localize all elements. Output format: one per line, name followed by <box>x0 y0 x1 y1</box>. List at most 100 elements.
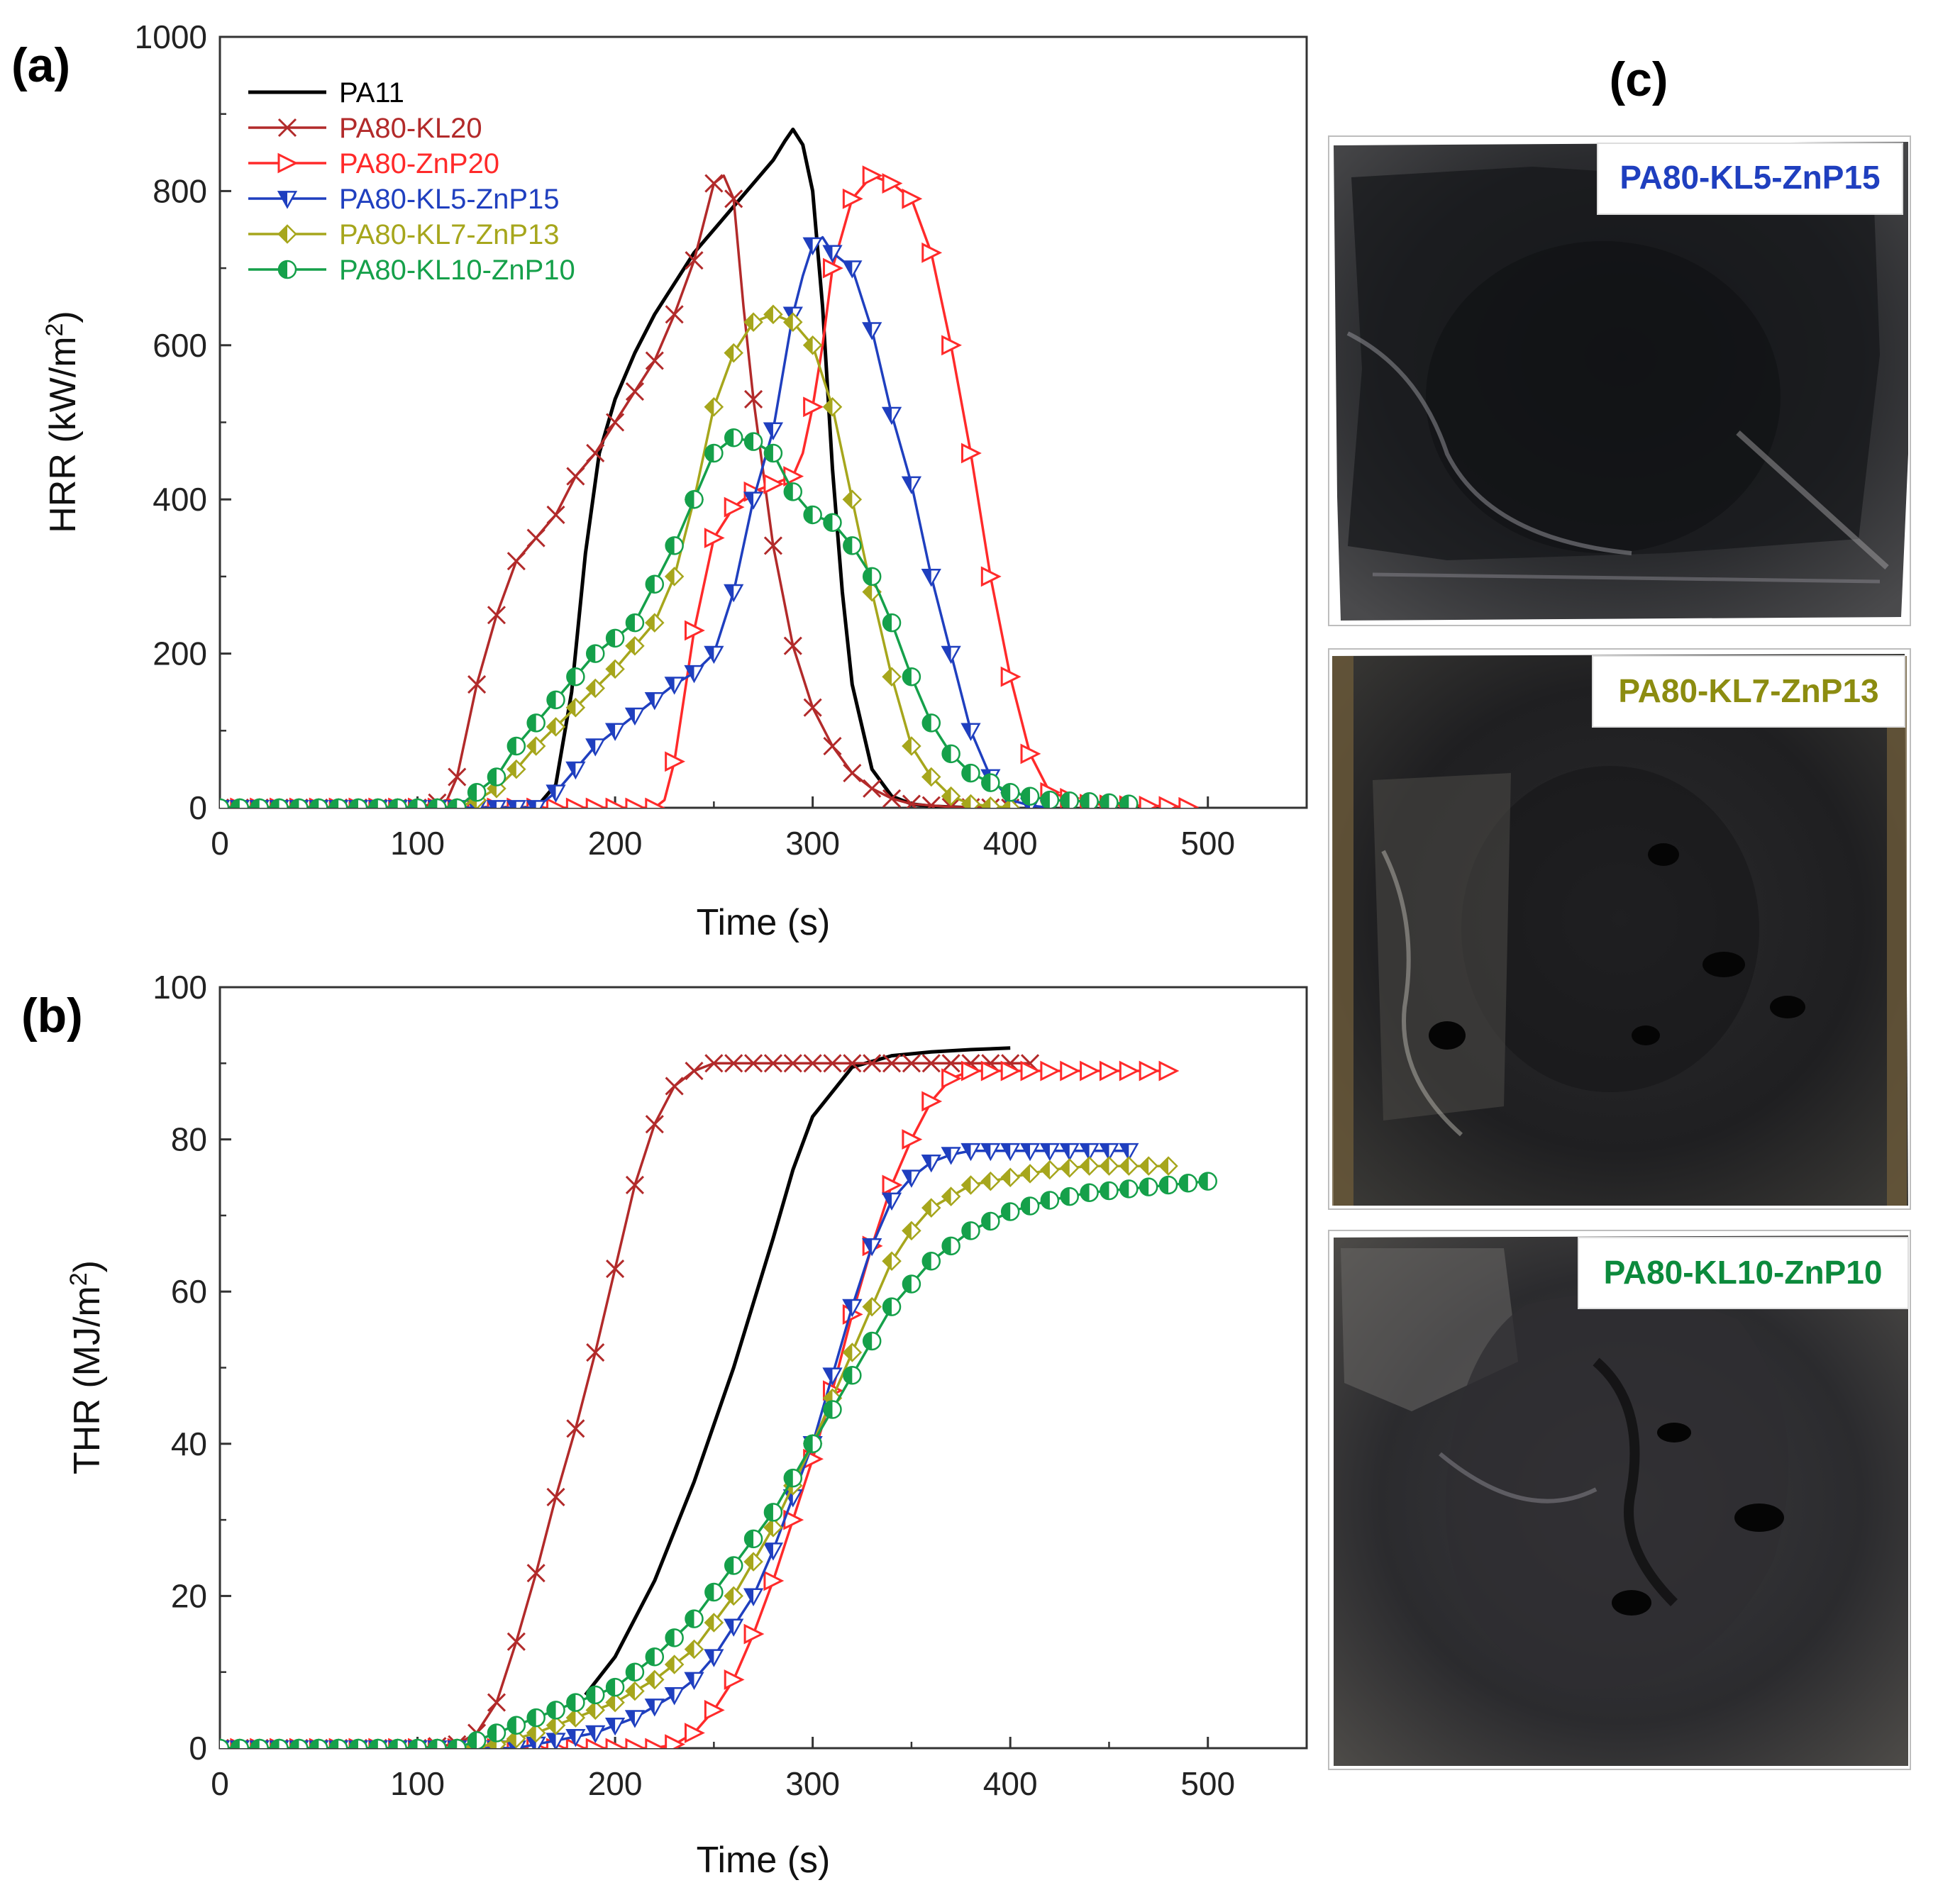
data-point-marker <box>644 1699 665 1717</box>
data-point-marker <box>546 797 567 808</box>
data-point-marker <box>645 1115 664 1134</box>
data-point-marker <box>388 798 407 808</box>
data-point-marker <box>585 738 606 757</box>
data-point-marker <box>220 798 230 808</box>
data-point-marker <box>585 1685 605 1705</box>
series-pa11-b <box>584 1046 1011 1696</box>
data-point-marker <box>664 1687 685 1706</box>
photo-label-2: PA80-KL7-ZnP13 <box>1618 672 1878 709</box>
data-point-marker <box>1020 1196 1040 1216</box>
data-point-marker <box>624 707 646 726</box>
data-point-marker <box>1000 1202 1020 1221</box>
data-point-marker <box>665 305 684 324</box>
legend-label: PA80-ZnP20 <box>339 148 499 179</box>
data-point-marker <box>724 428 743 448</box>
data-point-marker <box>645 1738 666 1748</box>
data-point-marker <box>220 1738 230 1748</box>
data-point-marker <box>783 636 802 655</box>
data-point-marker <box>448 767 467 786</box>
data-point-marker <box>803 1054 822 1073</box>
data-point-marker <box>862 567 882 587</box>
data-point-marker <box>881 1192 902 1211</box>
legend-label: PA80-KL7-ZnP13 <box>339 219 560 250</box>
data-point-marker <box>328 798 348 808</box>
data-point-marker <box>1000 798 1020 808</box>
legend-label: PA80-KL5-ZnP15 <box>339 184 560 215</box>
data-point-marker <box>802 237 823 256</box>
data-point-marker <box>1119 1060 1140 1082</box>
data-point-marker <box>862 165 883 187</box>
data-point-marker <box>704 645 724 665</box>
data-point-marker <box>763 422 784 440</box>
data-point-marker <box>506 759 526 779</box>
data-point-marker <box>368 1738 388 1748</box>
data-point-marker <box>685 1061 704 1081</box>
data-point-marker <box>862 1296 882 1317</box>
series-pa11-a <box>220 127 1011 808</box>
x-tick-label: 300 <box>785 1765 840 1802</box>
data-point-marker <box>882 173 903 194</box>
data-point-marker <box>981 1211 1000 1231</box>
data-point-marker <box>1020 743 1041 765</box>
y-tick-label: 20 <box>171 1577 207 1614</box>
data-point-marker <box>902 1129 923 1150</box>
data-point-marker <box>309 1738 328 1748</box>
data-point-marker <box>230 1738 250 1748</box>
data-point-marker <box>901 476 922 495</box>
data-point-marker <box>605 628 625 648</box>
data-point-marker <box>685 251 704 270</box>
x-tick-label: 200 <box>588 825 643 862</box>
data-point-marker <box>487 606 506 625</box>
legend-item-pa80-kl20: PA80-KL20 <box>248 113 482 144</box>
data-point-marker <box>842 1299 863 1318</box>
data-point-marker <box>743 312 763 332</box>
data-point-marker <box>862 322 882 340</box>
data-point-marker <box>506 736 526 756</box>
data-point-marker <box>921 713 941 733</box>
data-point-marker <box>625 1738 646 1748</box>
x-axis-title-a: Time (s) <box>697 902 831 943</box>
data-point-marker <box>487 1693 506 1712</box>
data-point-marker <box>763 536 782 555</box>
data-point-marker <box>743 1588 764 1606</box>
data-point-marker <box>368 798 388 808</box>
legend-item-pa80-kl10-znp10: PA80-KL10-ZnP10 <box>248 255 575 286</box>
photo-label-3: PA80-KL10-ZnP10 <box>1604 1254 1883 1291</box>
data-point-marker <box>783 1054 802 1073</box>
data-point-marker <box>565 697 586 718</box>
data-point-marker <box>506 1716 526 1735</box>
y-tick-label: 200 <box>153 635 207 672</box>
legend-a: PA11 PA80-KL20 PA80-ZnP20 PA80-KL5-ZnP15 PA8… <box>248 77 575 286</box>
x-tick-label: 400 <box>983 825 1038 862</box>
data-point-marker <box>960 723 981 741</box>
data-point-marker <box>823 736 842 756</box>
data-point-marker <box>1158 1156 1178 1176</box>
data-point-marker <box>980 566 1002 587</box>
data-point-marker <box>546 784 566 803</box>
data-point-marker <box>941 1068 962 1089</box>
data-point-marker <box>506 552 526 571</box>
data-point-marker <box>724 343 743 363</box>
data-point-marker <box>980 796 1001 808</box>
legend-item-pa80-kl5-znp15: PA80-KL5-ZnP15 <box>248 184 560 215</box>
data-point-marker <box>645 797 666 808</box>
data-point-marker <box>665 1077 684 1096</box>
data-point-marker <box>960 1175 981 1195</box>
axis-ticks-a: 0 100 200 300 400 500 0 200 400 600 800 1000 <box>135 18 1235 862</box>
data-point-marker <box>467 783 487 802</box>
data-point-marker <box>1040 790 1060 808</box>
data-point-marker <box>328 1738 348 1748</box>
data-point-marker <box>625 382 645 401</box>
data-point-marker <box>1000 783 1020 802</box>
y-tick-label: 1000 <box>135 18 207 55</box>
data-point-marker <box>526 736 546 756</box>
series-group-a <box>220 127 1200 808</box>
data-point-marker <box>605 1692 625 1713</box>
data-point-marker <box>763 1570 785 1591</box>
legend-marker <box>277 118 297 138</box>
data-point-marker <box>724 496 745 518</box>
data-point-marker <box>960 794 981 808</box>
data-point-marker <box>625 1662 645 1681</box>
data-point-marker <box>921 1198 941 1218</box>
